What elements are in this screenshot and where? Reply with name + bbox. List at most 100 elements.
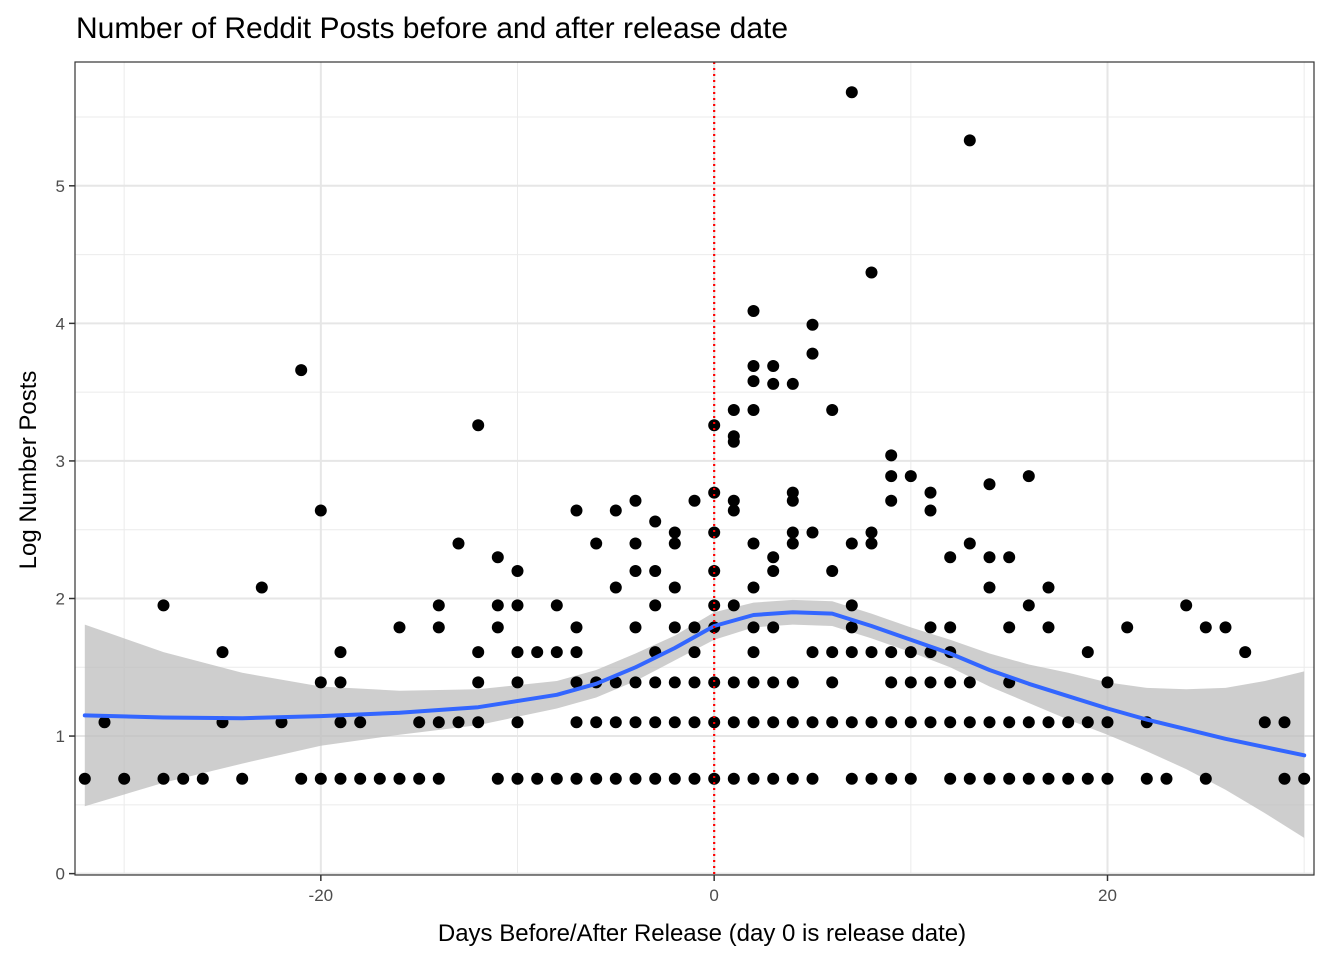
data-point bbox=[885, 470, 898, 483]
data-point bbox=[727, 435, 740, 448]
data-point bbox=[767, 676, 780, 689]
data-point bbox=[649, 599, 662, 612]
chart-title: Number of Reddit Posts before and after … bbox=[76, 12, 788, 45]
data-point bbox=[1140, 772, 1153, 785]
data-point bbox=[786, 377, 799, 390]
data-point bbox=[314, 772, 327, 785]
data-point bbox=[491, 551, 504, 564]
data-point bbox=[786, 537, 799, 550]
data-point bbox=[629, 494, 642, 507]
data-point bbox=[354, 772, 367, 785]
data-point bbox=[629, 621, 642, 634]
data-point bbox=[885, 494, 898, 507]
data-point bbox=[550, 646, 563, 659]
data-point bbox=[1042, 581, 1055, 594]
x-tick-label: 20 bbox=[1098, 886, 1117, 905]
data-point bbox=[275, 716, 288, 729]
data-point bbox=[649, 565, 662, 577]
data-point bbox=[1081, 646, 1094, 659]
data-point bbox=[688, 772, 701, 785]
data-point bbox=[747, 772, 760, 785]
data-point bbox=[747, 305, 760, 317]
data-point bbox=[767, 565, 780, 577]
data-point bbox=[668, 581, 681, 594]
data-point bbox=[727, 716, 740, 729]
data-point bbox=[747, 375, 760, 388]
data-point bbox=[1042, 621, 1055, 634]
data-point bbox=[885, 449, 898, 462]
data-point bbox=[157, 772, 170, 785]
data-point bbox=[786, 494, 799, 507]
data-point bbox=[472, 676, 485, 689]
data-point bbox=[885, 646, 898, 659]
data-point bbox=[1003, 772, 1016, 785]
data-point bbox=[216, 646, 229, 659]
data-point bbox=[491, 772, 504, 785]
data-point bbox=[885, 716, 898, 729]
data-point bbox=[786, 676, 799, 689]
data-point bbox=[78, 772, 91, 785]
data-point bbox=[649, 716, 662, 729]
data-point bbox=[767, 377, 780, 390]
data-point bbox=[570, 646, 583, 659]
data-point bbox=[688, 646, 701, 659]
data-point bbox=[747, 676, 760, 689]
y-tick-label: 0 bbox=[56, 865, 65, 884]
data-point bbox=[826, 565, 839, 577]
data-point bbox=[511, 565, 524, 577]
data-point bbox=[472, 646, 485, 659]
data-point bbox=[452, 537, 465, 550]
data-point bbox=[1042, 772, 1055, 785]
data-point bbox=[944, 772, 957, 785]
data-point bbox=[708, 526, 721, 539]
data-point bbox=[767, 360, 780, 372]
data-point bbox=[609, 676, 622, 689]
data-point bbox=[727, 404, 740, 416]
data-point bbox=[786, 526, 799, 539]
data-point bbox=[236, 772, 249, 785]
data-point bbox=[295, 364, 308, 377]
data-point bbox=[747, 716, 760, 729]
data-point bbox=[865, 266, 878, 279]
data-point bbox=[334, 646, 347, 659]
data-point bbox=[963, 537, 976, 550]
y-tick-label: 2 bbox=[56, 589, 65, 608]
data-point bbox=[413, 772, 426, 785]
data-point bbox=[767, 621, 780, 634]
data-point bbox=[1219, 621, 1232, 634]
data-point bbox=[767, 716, 780, 729]
data-point bbox=[1022, 599, 1035, 612]
data-point bbox=[570, 716, 583, 729]
data-point bbox=[924, 504, 937, 517]
data-point bbox=[885, 676, 898, 689]
y-tick-label: 3 bbox=[56, 452, 65, 471]
data-point bbox=[924, 621, 937, 634]
data-point bbox=[806, 318, 819, 331]
data-point bbox=[570, 504, 583, 517]
data-point bbox=[393, 621, 406, 634]
data-point bbox=[1258, 716, 1271, 729]
data-point bbox=[688, 494, 701, 507]
data-point bbox=[1003, 551, 1016, 564]
data-point bbox=[826, 716, 839, 729]
smooth-line-group bbox=[82, 610, 1307, 758]
data-point bbox=[1101, 716, 1114, 729]
data-point bbox=[609, 772, 622, 785]
data-point bbox=[511, 772, 524, 785]
confidence-band bbox=[84, 599, 1305, 838]
data-point bbox=[747, 537, 760, 550]
data-point bbox=[491, 621, 504, 634]
data-point bbox=[806, 772, 819, 785]
data-point bbox=[904, 772, 917, 785]
data-point bbox=[924, 676, 937, 689]
data-point bbox=[354, 716, 367, 729]
data-point bbox=[432, 599, 445, 612]
data-point bbox=[511, 646, 524, 659]
data-point bbox=[904, 646, 917, 659]
data-point bbox=[1298, 772, 1311, 785]
data-point bbox=[1022, 772, 1035, 785]
data-point bbox=[668, 526, 681, 539]
data-point bbox=[1003, 621, 1016, 634]
y-tick-label: 1 bbox=[56, 727, 65, 746]
data-point bbox=[432, 716, 445, 729]
